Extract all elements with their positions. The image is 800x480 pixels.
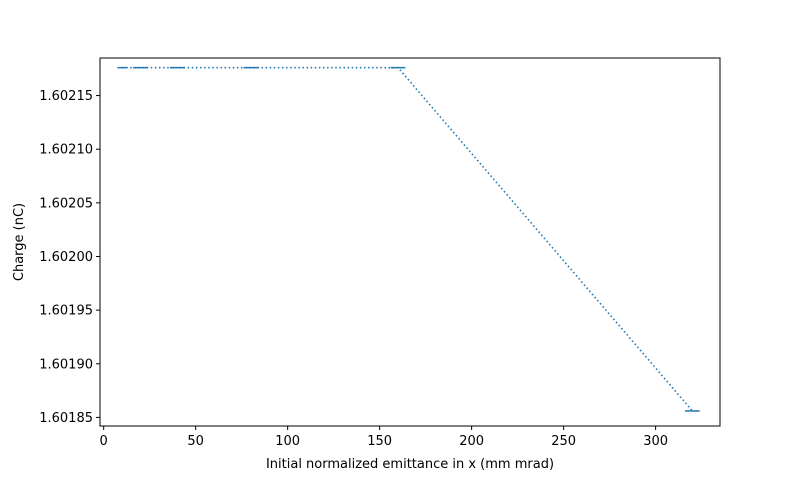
x-tick-label: 100 xyxy=(275,434,300,449)
series-line xyxy=(122,66,694,412)
x-tick-label: 0 xyxy=(100,434,108,449)
y-tick-label: 1.60195 xyxy=(39,304,93,319)
x-tick-label: 250 xyxy=(551,434,576,449)
y-axis: 1.60185 1.60190 1.60195 1.60200 1.60205 1.602… xyxy=(39,89,100,426)
y-tick-label: 1.60185 xyxy=(39,411,93,426)
y-tick-label: 1.60200 xyxy=(39,250,93,265)
y-axis-title: Charge (nC) xyxy=(12,203,27,281)
chart-marks xyxy=(117,66,700,412)
x-tick-label: 150 xyxy=(367,434,392,449)
x-axis-title: Initial normalized emittance in x (mm mr… xyxy=(266,457,554,472)
x-axis: 0 50 100 150 200 250 300 xyxy=(100,426,668,449)
x-tick-label: 50 xyxy=(187,434,204,449)
y-tick-label: 1.60190 xyxy=(39,357,93,372)
y-tick-label: 1.60205 xyxy=(39,196,93,211)
y-tick-label: 1.60215 xyxy=(39,89,93,104)
x-tick-label: 300 xyxy=(643,434,668,449)
x-tick-label: 200 xyxy=(459,434,484,449)
y-tick-label: 1.60210 xyxy=(39,143,93,158)
plot-area-frame xyxy=(99,57,721,427)
